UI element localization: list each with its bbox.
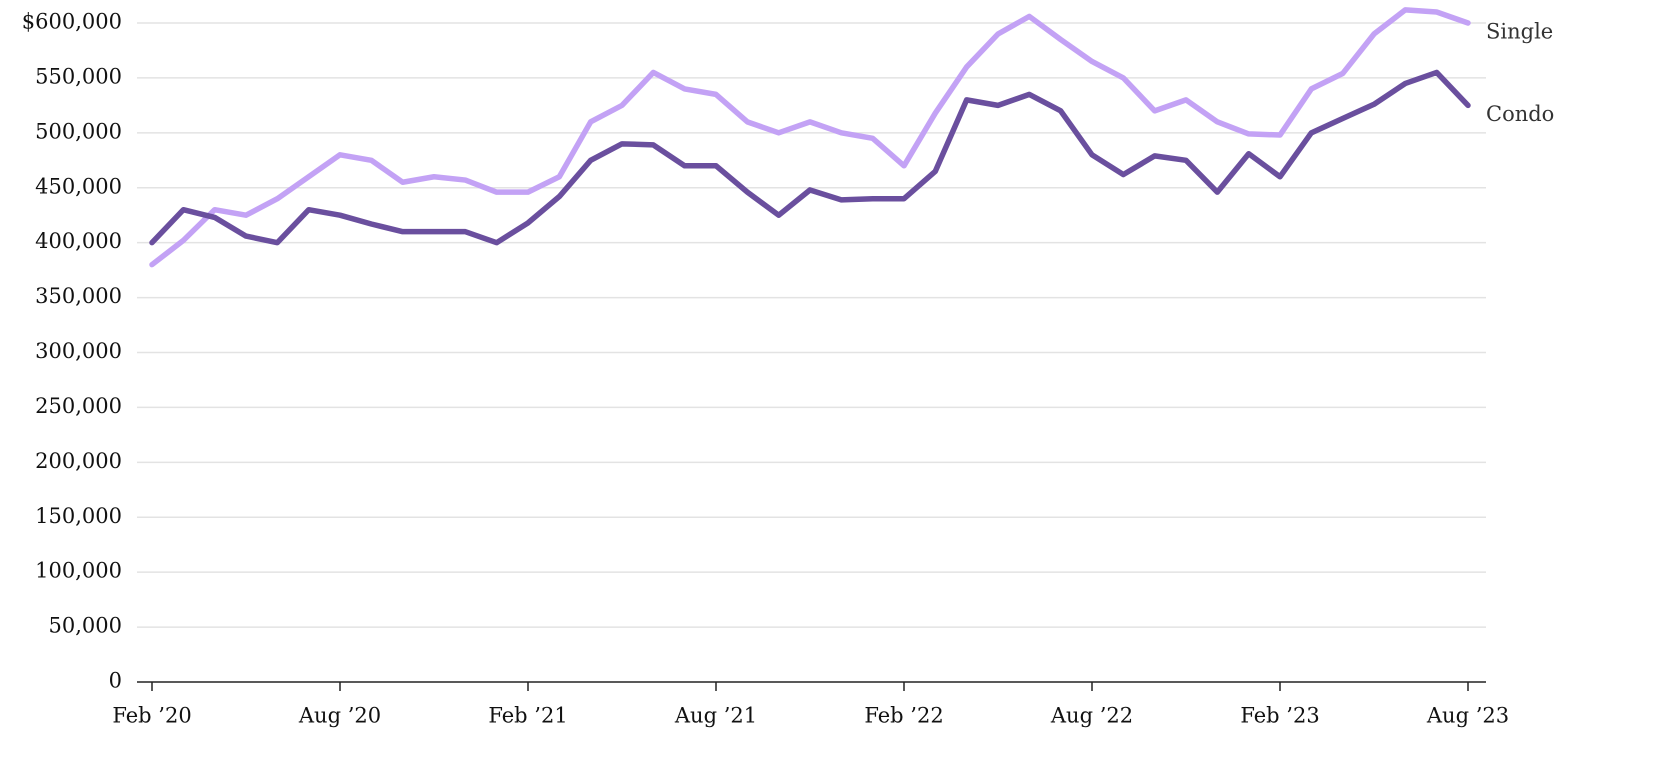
y-tick-label: 400,000 [35,229,122,253]
y-tick-label: 150,000 [35,504,122,528]
y-tick-label: 500,000 [35,119,122,143]
series-line [149,69,1471,246]
y-tick-label: 450,000 [35,174,122,198]
x-tick-label: Aug ’23 [1426,704,1509,728]
y-tick-label: 550,000 [35,64,122,88]
x-tick-label: Feb ’22 [864,704,943,728]
x-tick-label: Aug ’22 [1050,704,1133,728]
series-label: Single [1486,20,1553,44]
y-tick-label: 0 [109,669,122,693]
y-tick-label: 350,000 [35,284,122,308]
x-tick-label: Feb ’20 [112,704,191,728]
x-tick-label: Aug ’21 [674,704,757,728]
series-line [149,7,1471,268]
x-tick-label: Aug ’20 [298,704,381,728]
y-tick-label: 100,000 [35,559,122,583]
y-tick-label: 50,000 [49,614,122,638]
y-tick-label: 200,000 [35,449,122,473]
x-tick-label: Feb ’23 [1240,704,1319,728]
y-tick-label: 250,000 [35,394,122,418]
series-label: Condo [1486,102,1554,126]
y-tick-label: 300,000 [35,339,122,363]
x-tick-label: Feb ’21 [488,704,567,728]
y-tick-label: $600,000 [22,10,122,34]
